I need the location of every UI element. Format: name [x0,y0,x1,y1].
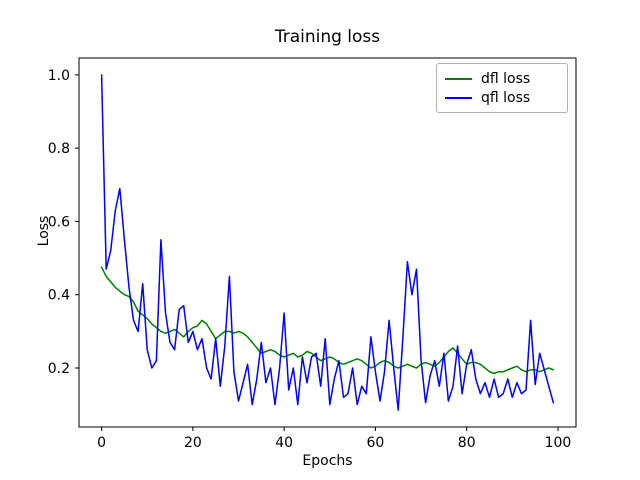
x-tick-label: 100 [545,435,572,451]
y-axis-label: Loss [36,215,52,247]
axes-spines [78,57,577,428]
legend-label-qfl: qfl loss [481,89,531,106]
x-tick-label: 40 [275,435,293,451]
chart-title: Training loss [274,27,381,47]
y-tick-label: 1.0 [48,68,70,84]
series-line-qfl [100,74,555,411]
legend-entry-dfl: dfl loss [445,69,559,88]
x-axis-label: Epochs [302,453,353,469]
legend: dfl loss qfl loss [436,63,568,113]
dfl-line-sample-icon [445,77,472,80]
y-tick-label: 0.6 [48,214,70,230]
y-tick-label: 0.2 [48,361,70,377]
x-tick-label: 20 [184,435,202,451]
y-tick-label: 0.4 [48,288,70,304]
y-tick-label: 0.8 [48,141,70,157]
qfl-line-sample-icon [445,96,472,99]
series-line-dfl [100,266,555,375]
x-tick-label: 80 [458,435,476,451]
x-tick-label: 60 [367,435,385,451]
legend-entry-qfl: qfl loss [445,88,559,107]
x-tick-label: 0 [97,435,106,451]
legend-label-dfl: dfl loss [481,70,531,87]
